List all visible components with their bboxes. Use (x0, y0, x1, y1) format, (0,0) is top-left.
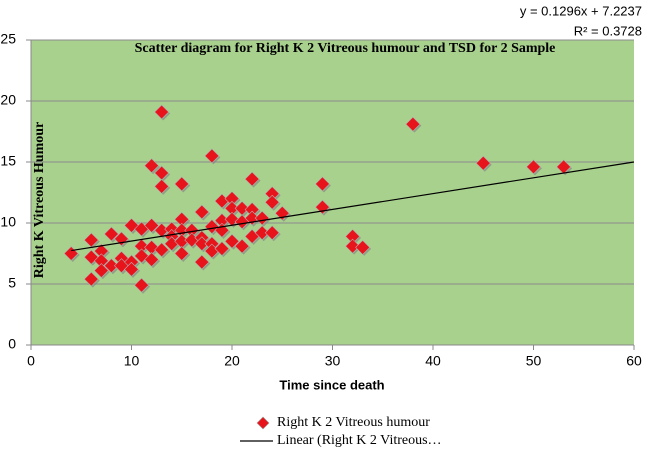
marker (174, 176, 190, 192)
legend-label: Linear (Right K 2 Vitreous… (277, 433, 442, 448)
x-tick-label: 40 (425, 353, 441, 369)
trend-line (71, 161, 635, 252)
y-tick-label: 15 (0, 153, 16, 169)
legend-marker (256, 416, 270, 430)
x-tick-label: 20 (224, 353, 240, 369)
x-axis-label: Time since death (279, 377, 384, 392)
marker (144, 252, 160, 268)
x-tick-label: 0 (27, 353, 35, 369)
marker (405, 116, 421, 132)
chart-title: Scatter diagram for Right K 2 Vitreous h… (135, 41, 556, 56)
marker (526, 159, 541, 175)
trend-equation: y = 0.1296x + 7.2237 (520, 3, 642, 18)
marker (93, 263, 109, 279)
marker (315, 176, 330, 192)
trend-r-squared: R² = 0.3728 (574, 23, 642, 38)
legend-label: Right K 2 Vitreous humour (277, 415, 430, 430)
marker (204, 148, 220, 164)
x-tick-label: 60 (626, 353, 642, 369)
marker (556, 159, 572, 175)
x-tick-label: 50 (526, 353, 542, 369)
marker (194, 254, 210, 270)
marker (224, 233, 240, 249)
x-tick-label: 10 (124, 353, 140, 369)
marker (103, 226, 119, 242)
y-tick-label: 25 (0, 31, 16, 47)
marker (144, 158, 160, 174)
marker (244, 171, 260, 187)
marker (154, 242, 170, 258)
marker (83, 271, 99, 287)
y-tick-label: 20 (0, 92, 16, 108)
x-tick-label: 30 (325, 353, 341, 369)
marker (103, 258, 119, 274)
marker (234, 238, 250, 254)
y-tick-label: 5 (8, 275, 16, 291)
marker (154, 178, 170, 194)
marker (134, 277, 149, 293)
marker (355, 239, 371, 255)
marker (224, 211, 240, 227)
y-axis-label: Right K Vitreous Humour (32, 122, 47, 278)
marker (194, 236, 210, 252)
marker (144, 218, 160, 233)
marker (154, 104, 170, 120)
plot-area (26, 39, 635, 350)
marker (174, 246, 190, 261)
marker (254, 225, 270, 241)
marker (124, 261, 139, 277)
y-tick-label: 0 (8, 336, 16, 352)
marker (475, 155, 491, 171)
marker (214, 241, 230, 257)
plot-background (31, 40, 634, 345)
marker (345, 238, 361, 254)
marker (264, 194, 280, 210)
marker (194, 204, 210, 220)
marker (264, 225, 280, 241)
y-tick-label: 10 (0, 214, 16, 230)
